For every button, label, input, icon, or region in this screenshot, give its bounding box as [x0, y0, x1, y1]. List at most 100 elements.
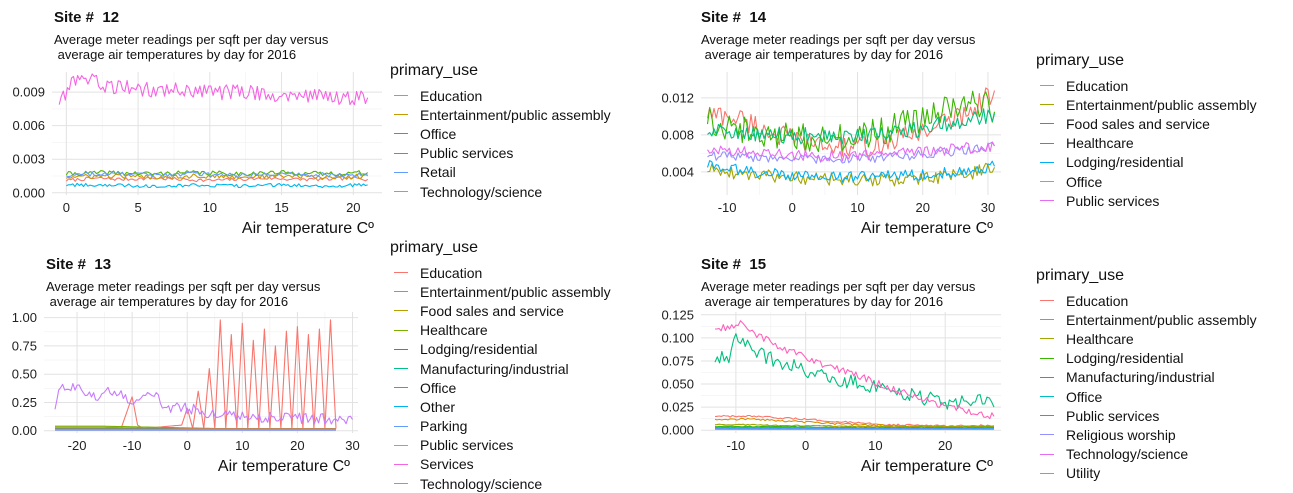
legend-label: Education: [420, 264, 483, 281]
y-tick-label: 0.125: [661, 307, 694, 322]
legend-key: [394, 171, 408, 173]
legend-label: Education: [1066, 77, 1129, 94]
legend-label: Entertainment/public assembly: [1066, 311, 1257, 328]
legend-item: Utility: [1036, 464, 1257, 483]
legend-item: Entertainment/public assembly: [390, 105, 611, 124]
legend-item: Entertainment/public assembly: [1036, 310, 1257, 329]
legend-key: [394, 152, 408, 154]
legend-key: [394, 310, 408, 312]
legend-item: Technology/science: [1036, 445, 1257, 464]
y-tick-label: 0.008: [661, 127, 694, 142]
x-tick-label: 10: [850, 200, 864, 215]
x-tick-label: 0: [63, 200, 70, 215]
legend-key: [1040, 104, 1054, 106]
legend-key: [1040, 415, 1054, 417]
legend-label: Healthcare: [1066, 330, 1134, 347]
legend-item: Entertainment/public assembly: [1036, 95, 1257, 114]
x-tick-label: -10: [726, 438, 745, 453]
y-tick-label: 1.00: [12, 310, 37, 325]
legend-key: [1040, 142, 1054, 144]
legend-item: Education: [1036, 76, 1257, 95]
legend-item: Services: [390, 455, 611, 474]
legend-site-13: primary_use Education Entertainment/public…: [390, 239, 611, 493]
chart-panel-site-14: Site # 14 Average meter readings per sqf…: [646, 0, 1293, 246]
legend-label: Office: [420, 125, 457, 142]
legend-label: Entertainment/public assembly: [420, 106, 611, 123]
legend-item: Lodging/residential: [1036, 153, 1257, 172]
legend-item: Lodging/residential: [390, 340, 611, 359]
legend-key: [1040, 181, 1054, 183]
legend-item: Office: [1036, 172, 1257, 191]
y-tick-label: 0.004: [661, 164, 694, 179]
legend-key: [394, 272, 408, 274]
legend-label: Healthcare: [1066, 135, 1134, 152]
legend-label: Public services: [1066, 192, 1160, 209]
series-line: [714, 425, 995, 429]
legend-item: Public services: [1036, 191, 1257, 210]
legend-label: Office: [1066, 173, 1103, 190]
y-tick-label: 0.009: [12, 85, 45, 100]
legend-item: Office: [1036, 387, 1257, 406]
y-tick-label: 0.006: [12, 118, 45, 133]
legend-label: Public services: [420, 145, 514, 162]
chart-subtitle: Average meter readings per sqft per day …: [701, 279, 976, 309]
legend-item: Retail: [390, 163, 611, 182]
x-axis-label: Air temperature Cº: [218, 458, 350, 475]
legend-key: [1040, 300, 1054, 302]
legend-item: Public services: [390, 144, 611, 163]
chart-subtitle: Average meter readings per sqft per day …: [701, 32, 976, 62]
legend-key: [1040, 161, 1054, 163]
legend-item: Education: [390, 86, 611, 105]
legend-label: Technology/science: [420, 475, 543, 492]
legend-key: [394, 387, 408, 389]
chart-panel-site-13: Site # 13 Average meter readings per sqf…: [0, 239, 646, 493]
legend-title: primary_use: [390, 62, 479, 79]
legend-key: [394, 329, 408, 331]
legend-item: Public services: [390, 436, 611, 455]
chart-panel-site-12: Site # 12 Average meter readings per sqf…: [0, 0, 646, 246]
chart-panel-site-15: Site # 15 Average meter readings per sqf…: [646, 246, 1293, 493]
legend-key: [394, 444, 408, 446]
chart-title: Site # 14: [701, 9, 767, 26]
series-line: [706, 90, 996, 153]
legend-item: Office: [390, 378, 611, 397]
y-tick-label: 0.025: [661, 400, 694, 415]
x-tick-label: -10: [718, 200, 737, 215]
legend-item: Lodging/residential: [1036, 349, 1257, 368]
legend-item: Technology/science: [390, 182, 611, 201]
series-line: [707, 108, 996, 145]
legend-key: [1040, 453, 1054, 455]
legend-label: Technology/science: [420, 183, 543, 200]
legend-key: [394, 425, 408, 427]
legend-key: [1040, 123, 1054, 125]
legend-label: Education: [1066, 292, 1129, 309]
legend-label: Parking: [420, 418, 468, 435]
x-axis-label: Air temperature Cº: [861, 220, 993, 237]
series-line: [714, 320, 995, 420]
legend-item: Religious worship: [1036, 425, 1257, 444]
legend-label: Healthcare: [420, 322, 488, 339]
legend-item: Food sales and service: [390, 301, 611, 320]
x-tick-label: 10: [203, 200, 217, 215]
legend-item: Healthcare: [1036, 329, 1257, 348]
chart-subtitle: Average meter readings per sqft per day …: [54, 32, 329, 62]
legend-item: Technology/science: [390, 474, 611, 493]
legend-key: [394, 95, 408, 97]
series-line: [707, 141, 995, 162]
legend-label: Manufacturing/industrial: [420, 360, 569, 377]
legend-title: primary_use: [1036, 52, 1125, 69]
x-tick-label: 0: [789, 200, 796, 215]
x-tick-label: 15: [274, 200, 288, 215]
legend-key: [394, 406, 408, 408]
series-line: [65, 176, 369, 183]
legend-item: Other: [390, 397, 611, 416]
legend-label: Lodging/residential: [1066, 350, 1184, 367]
y-tick-label: 0.75: [12, 338, 37, 353]
chart-title: Site # 15: [701, 256, 767, 273]
legend-key: [1040, 200, 1054, 202]
plot-site-13: -20 -10 0 10 20 30 0.00 0.25 0.50 0.75 1.00 Air tem…: [12, 310, 360, 475]
legend-label: Public services: [420, 437, 514, 454]
y-tick-label: 0.050: [661, 377, 694, 392]
legend-key: [394, 114, 408, 116]
series-line: [66, 171, 368, 178]
